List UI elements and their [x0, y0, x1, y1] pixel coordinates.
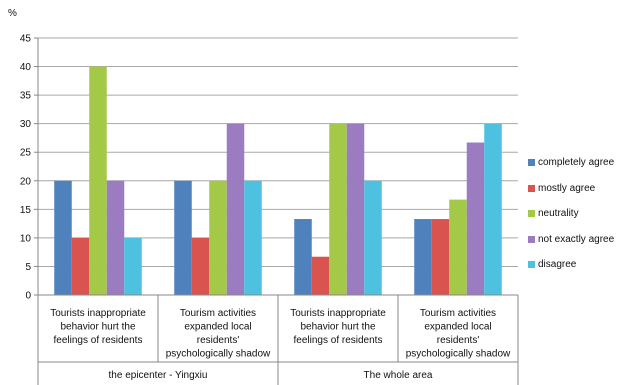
legend-item: mostly agree — [528, 176, 614, 202]
legend-item: disagree — [528, 252, 614, 278]
bar-completely-agree — [54, 180, 72, 295]
x-group-label: the epicenter - Yingxiu — [109, 370, 208, 381]
x-group-label: The whole area — [364, 370, 433, 381]
x-category-label: expanded local — [424, 322, 491, 333]
y-axis-title: % — [8, 8, 17, 19]
bar-mostly-agree — [311, 256, 330, 295]
bar-neutrality — [449, 199, 467, 295]
legend-swatch — [528, 159, 535, 167]
legend-label: completely agree — [538, 157, 615, 169]
x-category-label: residents' — [197, 335, 240, 346]
bar-not-exactly-agree — [106, 180, 125, 295]
x-category-label: behavior hurt the — [60, 322, 135, 333]
bar-completely-agree — [174, 180, 192, 295]
legend-item: completely agree — [528, 150, 614, 176]
y-tick-label: 10 — [20, 233, 32, 244]
legend-swatch — [528, 235, 535, 243]
x-category-label: Tourism activities — [420, 308, 496, 319]
bar-completely-agree — [294, 219, 312, 295]
x-category-label: feelings of residents — [294, 335, 383, 346]
bar-disagree — [124, 237, 142, 295]
bar-mostly-agree — [191, 237, 210, 295]
x-category-label: Tourists inappropriate — [290, 308, 386, 319]
bar-mostly-agree — [71, 237, 90, 295]
bar-not-exactly-agree — [226, 123, 245, 296]
bar-mostly-agree — [431, 219, 450, 295]
legend-swatch — [528, 184, 535, 192]
legend-swatch — [528, 210, 535, 218]
legend-item: not exactly agree — [528, 227, 614, 253]
x-category-label: feelings of residents — [54, 335, 143, 346]
bar-disagree — [244, 180, 262, 295]
bar-completely-agree — [414, 219, 432, 295]
bar-disagree — [364, 180, 382, 295]
legend: completely agree mostly agree neutrality no… — [528, 150, 614, 278]
bar-not-exactly-agree — [346, 123, 365, 296]
bar-neutrality — [209, 180, 227, 295]
bar-disagree — [484, 123, 502, 296]
y-tick-label: 15 — [20, 205, 32, 216]
x-category-label: psychologically shadow — [406, 349, 511, 360]
y-tick-label: 20 — [20, 176, 32, 187]
legend-label: neutrality — [538, 208, 579, 220]
y-tick-label: 35 — [20, 91, 32, 102]
y-tick-label: 30 — [20, 119, 32, 130]
bar-neutrality — [329, 123, 347, 296]
x-category-label: residents' — [437, 335, 480, 346]
y-tick-label: 25 — [20, 148, 32, 159]
y-tick-label: 0 — [25, 291, 31, 302]
x-category-label: psychologically shadow — [166, 349, 271, 360]
bar-neutrality — [89, 66, 107, 295]
legend-label: disagree — [538, 259, 577, 271]
x-category-label: expanded local — [184, 322, 251, 333]
legend-item: neutrality — [528, 201, 614, 227]
x-category-label: Tourism activities — [180, 308, 256, 319]
y-tick-label: 45 — [20, 34, 32, 45]
x-category-label: Tourists inappropriate — [50, 308, 146, 319]
legend-label: not exactly agree — [538, 233, 615, 245]
y-tick-label: 5 — [25, 262, 31, 273]
legend-swatch — [528, 261, 535, 269]
y-tick-label: 40 — [20, 62, 32, 73]
bar-not-exactly-agree — [466, 142, 485, 295]
x-category-label: behavior hurt the — [300, 322, 375, 333]
legend-label: mostly agree — [538, 182, 596, 194]
